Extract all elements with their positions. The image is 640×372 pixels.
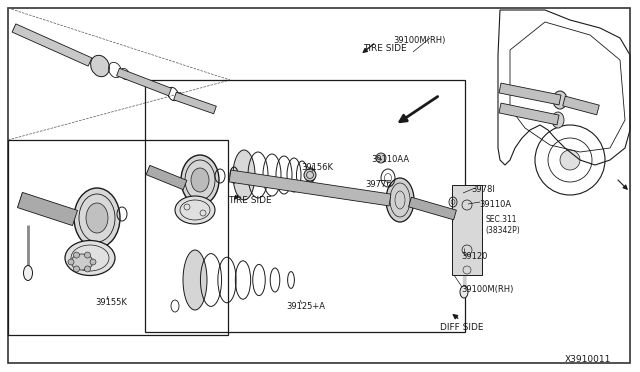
Circle shape <box>74 266 79 272</box>
Ellipse shape <box>74 188 120 248</box>
Polygon shape <box>12 24 92 66</box>
Polygon shape <box>563 96 599 115</box>
Ellipse shape <box>304 169 316 181</box>
Ellipse shape <box>24 266 33 280</box>
Circle shape <box>90 259 96 265</box>
Circle shape <box>84 266 90 272</box>
Text: 39100M(RH): 39100M(RH) <box>393 36 445 45</box>
Ellipse shape <box>460 286 468 298</box>
Text: (38342P): (38342P) <box>485 226 520 235</box>
Text: 39120: 39120 <box>461 252 488 261</box>
Text: TIRE SIDE: TIRE SIDE <box>228 196 271 205</box>
Bar <box>452 185 482 275</box>
Text: 39125+A: 39125+A <box>286 302 325 311</box>
Text: SEC.311: SEC.311 <box>485 215 516 224</box>
Polygon shape <box>499 103 559 125</box>
Ellipse shape <box>181 155 219 205</box>
Text: X3910011: X3910011 <box>565 355 611 364</box>
Polygon shape <box>408 197 456 220</box>
Bar <box>145 80 465 332</box>
Ellipse shape <box>71 254 93 270</box>
Bar <box>8 140 228 335</box>
Polygon shape <box>17 192 77 225</box>
Circle shape <box>560 150 580 170</box>
Polygon shape <box>173 92 216 114</box>
Ellipse shape <box>91 55 109 77</box>
Text: 39156K: 39156K <box>301 163 333 172</box>
Ellipse shape <box>552 112 564 128</box>
Circle shape <box>84 252 90 258</box>
Text: 3978I: 3978I <box>471 185 495 194</box>
Ellipse shape <box>553 91 567 109</box>
Circle shape <box>74 252 79 258</box>
Circle shape <box>376 153 386 163</box>
Text: DIFF SIDE: DIFF SIDE <box>440 323 483 332</box>
Ellipse shape <box>65 241 115 276</box>
Text: 39110AA: 39110AA <box>371 155 409 164</box>
Text: 39110A: 39110A <box>479 200 511 209</box>
Ellipse shape <box>183 250 207 310</box>
Ellipse shape <box>191 168 209 192</box>
Text: 39100M(RH): 39100M(RH) <box>461 285 513 294</box>
Text: 39155K: 39155K <box>95 298 127 307</box>
Ellipse shape <box>86 203 108 233</box>
Text: TIRE SIDE: TIRE SIDE <box>363 44 406 53</box>
Ellipse shape <box>175 196 215 224</box>
Polygon shape <box>499 83 561 105</box>
Ellipse shape <box>386 178 414 222</box>
Polygon shape <box>116 68 172 96</box>
Circle shape <box>68 259 74 265</box>
Polygon shape <box>146 166 187 190</box>
Text: 39776: 39776 <box>365 180 392 189</box>
Ellipse shape <box>233 150 255 200</box>
Polygon shape <box>229 170 391 206</box>
